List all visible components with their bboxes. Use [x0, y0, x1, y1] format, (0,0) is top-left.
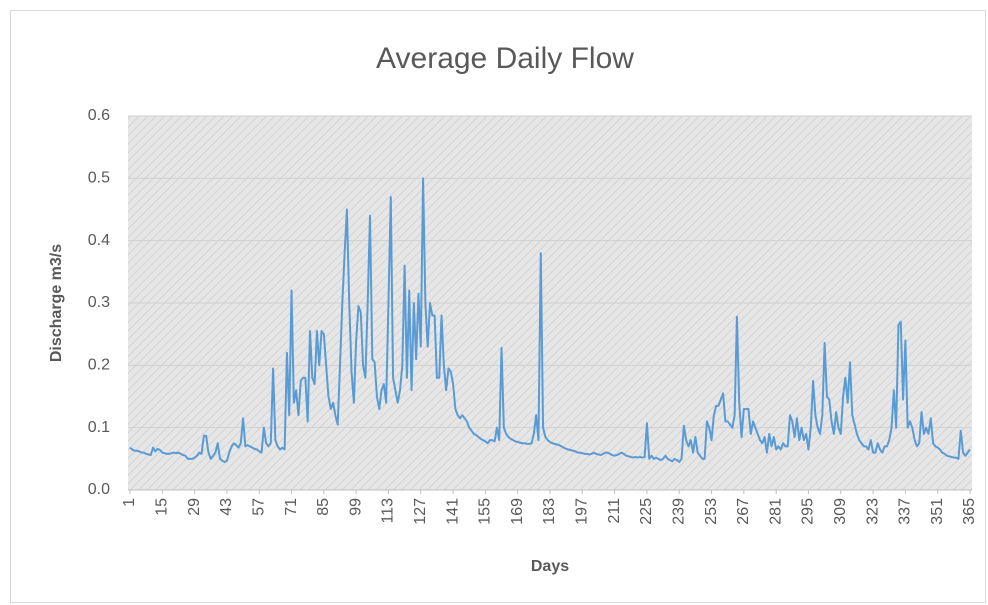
x-axis-label: Days	[531, 558, 569, 575]
x-tick-label: 337	[897, 498, 914, 525]
x-tick-label: 211	[606, 498, 623, 524]
x-tick-label: 99	[347, 498, 364, 516]
y-tick-label: 0.3	[88, 294, 110, 311]
y-tick-label: 0.5	[88, 170, 110, 187]
y-tick-label: 0.1	[88, 419, 110, 436]
x-tick-label: 155	[477, 498, 494, 525]
data-line	[129, 177, 971, 463]
x-tick-label: 309	[832, 498, 849, 525]
x-tick-label: 183	[541, 498, 558, 525]
x-tick-label: 197	[574, 498, 591, 525]
x-tick-label: 71	[283, 498, 300, 516]
y-tick-label: 0.2	[88, 357, 110, 374]
x-tick-label: 141	[444, 498, 461, 525]
x-tick-label: 253	[703, 498, 720, 525]
x-tick-label: 85	[315, 498, 332, 516]
x-tick-label: 323	[864, 498, 881, 525]
x-tick-label: 281	[767, 498, 784, 525]
x-tick-label: 351	[929, 498, 946, 525]
x-tick-label: 43	[218, 498, 235, 516]
x-tick-label: 295	[800, 498, 817, 525]
y-axis-label: Discharge m3/s	[48, 244, 65, 362]
x-tick-label: 225	[638, 498, 655, 525]
x-tick-label: 1	[121, 498, 138, 507]
x-tick-label: 57	[250, 498, 267, 516]
chart-title: Average Daily Flow	[376, 42, 634, 75]
x-tick-label: 29	[186, 498, 203, 516]
x-tick-label: 239	[670, 498, 687, 525]
x-tick-label: 127	[412, 498, 429, 525]
y-tick-label: 0.6	[88, 107, 110, 124]
x-tick-label: 365	[961, 498, 978, 525]
x-tick-label: 113	[380, 498, 397, 524]
x-tick-label: 169	[509, 498, 526, 525]
x-tick-label: 15	[154, 498, 171, 516]
y-tick-label: 0.0	[88, 481, 110, 498]
x-tick-label: 267	[735, 498, 752, 525]
y-tick-label: 0.4	[88, 232, 110, 249]
